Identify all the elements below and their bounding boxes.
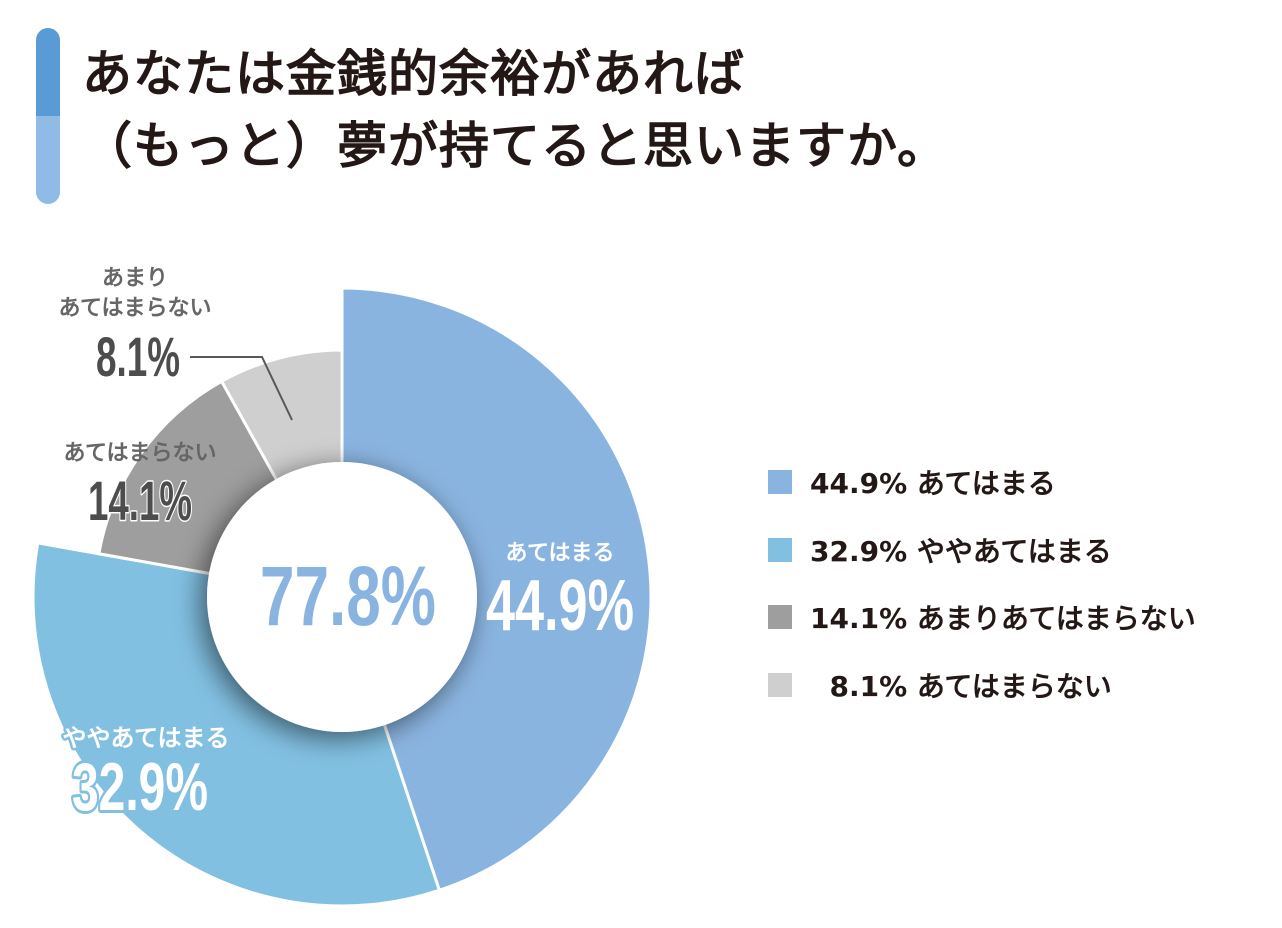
leader-line-amari [190,356,293,421]
title-accent-bar [36,28,60,204]
legend-text-yaya-atehamaru: 32.9% ややあてはまる [810,534,1112,568]
legend: 44.9% あてはまる 32.9% ややあてはまる 14.1% あまりあてはまら… [768,458,1196,728]
legend-swatch-amari-atehamaranai [768,605,792,629]
slice-label-amari-line-1: あまり [102,266,168,291]
slice-label-yaya-atehamaru: ややあてはまる [62,724,229,752]
donut-hole [207,462,477,732]
chart-title-line-1: あなたは金銭的余裕があれば [82,45,745,103]
slices-group [31,286,653,908]
legend-text-amari-atehamaranai: 14.1% あまりあてはまらない [810,602,1196,635]
chart-title-line-2: （もっと）夢が持てると思いますか。 [82,117,948,175]
slice-value-atehamaranai: 14.1% [88,469,192,532]
chart-title: あなたは金銭的余裕があれば （もっと）夢が持てると思いますか。 [82,38,948,182]
legend-swatch-atehamaranai [768,672,792,697]
slice-label-amari-line-2: あてはまらない [58,296,211,321]
legend-text-atehamaru: 44.9% あてはまる [810,467,1056,500]
slice-value-atehamaru: 44.9% [486,566,634,646]
legend-item-atehamaranai: 8.1% あてはまらない [768,661,1196,709]
slice-value-amari-atehamaranai: 8.1% [96,325,180,388]
legend-item-atehamaru: 44.9% あてはまる [768,458,1196,506]
center-total-label: 77.8% [260,549,436,643]
legend-swatch-yaya-atehamaru [768,537,792,562]
slice-label-atehamaru: あてはまる [505,541,614,566]
legend-item-amari-atehamaranai: 14.1% あまりあてはまらない [768,593,1196,641]
slice-label-atehamaranai: あてはまらない [63,441,216,466]
legend-text-atehamaranai: 8.1% あてはまらない [810,669,1112,703]
legend-item-yaya-atehamaru: 32.9% ややあてはまる [768,526,1196,574]
legend-swatch-atehamaru [768,470,792,494]
slice-value-yaya-atehamaru: 32.9% [72,749,208,825]
